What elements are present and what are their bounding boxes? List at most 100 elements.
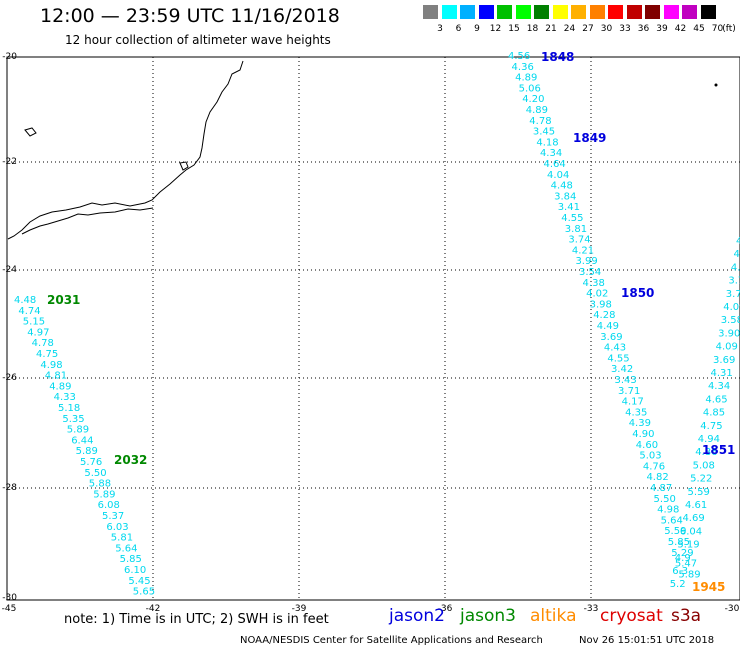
swh-value: 5.45 [128, 576, 150, 587]
lat-lon-grid [7, 57, 740, 600]
swh-value: 5.76 [80, 457, 102, 468]
swh-value: 3.98 [590, 299, 612, 310]
page-subtitle: 12 hour collection of altimeter wave hei… [65, 33, 331, 47]
scale-label: 9 [474, 24, 480, 34]
swh-value: 4.89 [526, 105, 548, 116]
swh-value: 4.28 [593, 310, 615, 321]
swh-value: 5.15 [23, 317, 45, 328]
swh-value: 4.18 [536, 137, 558, 148]
swh-value: 6.3 [672, 566, 688, 577]
generated-timestamp: Nov 26 15:01:51 UTC 2018 [579, 635, 715, 646]
swh-value: 5.64 [115, 543, 137, 554]
scale-swatch [682, 5, 697, 19]
swh-value: 4.74 [18, 306, 40, 317]
swh-value: 5.64 [661, 515, 683, 526]
scale-label: 39 [656, 24, 668, 34]
scale-label: 70 [711, 24, 724, 34]
swh-value: 5.81 [111, 533, 133, 544]
swh-value: 5.65 [133, 587, 155, 598]
swh-value: 4.76 [643, 461, 665, 472]
scale-swatch [515, 5, 531, 19]
map-frame [6, 56, 740, 601]
swh-value: 4.87 [650, 483, 672, 494]
swh-value: 4.89 [49, 381, 71, 392]
swh-value: 3.90 [718, 328, 740, 339]
swh-value: 4.02 [586, 289, 608, 300]
scale-label: 18 [526, 24, 539, 34]
swh-value: 5.89 [93, 489, 115, 500]
scale-swatch [626, 5, 642, 19]
scale-label: 12 [489, 24, 502, 34]
swh-value: 4.81 [45, 371, 67, 382]
swh-value: 4.78 [529, 116, 551, 127]
swh-value: 5.03 [639, 451, 661, 462]
swh-value: 3.69 [600, 332, 622, 343]
swh-value: 3.41 [558, 202, 580, 213]
swh-value: 5.59 [688, 487, 710, 498]
swh-value: 3.54 [579, 267, 601, 278]
swh-value: 3.45 [533, 127, 555, 138]
swh-value: 3.74 [568, 235, 590, 246]
swh-value: 5.22 [690, 474, 712, 485]
swh-value: 3.42 [611, 364, 633, 375]
swh-value: 4.33 [54, 392, 76, 403]
scale-swatch [534, 5, 549, 19]
legend-item-cryosat: cryosat [600, 606, 663, 626]
swh-value: 4.98 [657, 505, 679, 516]
swh-value: 4.09 [716, 342, 738, 353]
swh-value: 4.48 [14, 295, 36, 306]
swh-value: 5.50 [84, 468, 106, 479]
latitude-label: -30 [2, 593, 17, 603]
scale-swatch [608, 5, 623, 19]
swh-value: 4.20 [522, 94, 544, 105]
swh-value: 4.65 [705, 394, 727, 405]
swh-value: 4.39 [629, 418, 651, 429]
scale-label: 15 [508, 24, 520, 34]
swh-value: 5.19 [677, 540, 699, 551]
swh-value: 3.72 [728, 276, 740, 287]
swh-value: 5.06 [519, 83, 541, 94]
swh-value: 4.09 [723, 302, 740, 313]
swh-value: 5.89 [678, 569, 700, 580]
longitude-label: -42 [146, 604, 161, 614]
latitude-label: -28 [2, 483, 17, 493]
swh-value: 5.89 [76, 446, 98, 457]
pass-label: 1850 [621, 286, 654, 300]
swh-value: 4.2 [731, 262, 740, 273]
pass-label: 2031 [47, 293, 80, 307]
scale-swatch [700, 5, 716, 19]
swh-value: 4.31 [711, 368, 733, 379]
latitude-label: -20 [2, 52, 17, 62]
swh-value: 4.60 [636, 440, 658, 451]
swh-value: 5.88 [89, 479, 111, 490]
swh-value: 3.76 [726, 289, 740, 300]
swh-value: 5.85 [668, 537, 690, 548]
scale-swatch [571, 5, 586, 19]
swh-value: 6.44 [71, 435, 93, 446]
swh-value: 4.48 [551, 181, 573, 192]
pass-label: 1945 [692, 580, 725, 594]
swh-value: 3.81 [565, 224, 587, 235]
swh-value: 5.2 [670, 579, 686, 590]
swh-value: 5.37 [102, 511, 124, 522]
swh-value: 3.43 [615, 375, 637, 386]
swh-value: 6.04 [680, 526, 702, 537]
swh-value: 4.35 [625, 407, 647, 418]
longitude-label: -39 [292, 604, 307, 614]
swh-value: 3.58 [721, 315, 740, 326]
longitude-label: -30 [725, 604, 740, 614]
footer-note: note: 1) Time is in UTC; 2) SWH is in fe… [64, 612, 329, 627]
scale-swatch [552, 5, 568, 19]
scale-swatch [497, 5, 512, 19]
scale-label: 27 [582, 24, 594, 34]
pass-label: 2032 [114, 453, 147, 467]
swh-value: 4.61 [685, 500, 707, 511]
latitude-label: -26 [2, 373, 17, 383]
scale-swatch [441, 5, 457, 19]
latitude-label: -24 [2, 265, 17, 275]
scale-label: 30 [600, 24, 613, 34]
swh-value: 5.35 [62, 414, 84, 425]
swh-value: 5.85 [120, 554, 142, 565]
latitude-label: -22 [2, 157, 17, 167]
longitude-label: -45 [2, 604, 17, 614]
